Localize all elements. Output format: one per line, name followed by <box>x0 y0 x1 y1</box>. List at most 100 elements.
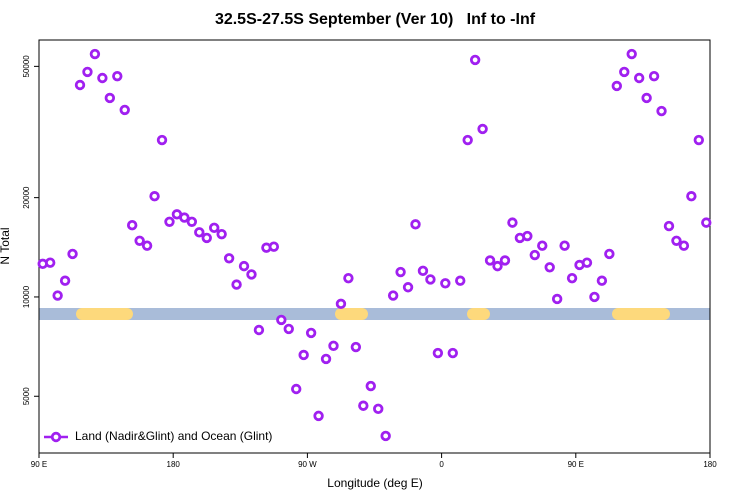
point <box>484 255 496 266</box>
point <box>604 248 615 260</box>
point <box>231 279 242 290</box>
point <box>686 191 697 202</box>
y-tick-label: 50000 <box>22 55 31 78</box>
point <box>104 92 116 104</box>
point <box>656 105 667 117</box>
point <box>246 269 257 280</box>
point <box>544 262 555 273</box>
point <box>410 219 421 230</box>
point <box>201 232 212 244</box>
point <box>74 79 86 91</box>
point <box>492 260 503 272</box>
point <box>551 293 563 305</box>
point <box>507 217 518 228</box>
point <box>395 266 406 278</box>
point <box>358 400 369 411</box>
point <box>320 353 332 365</box>
point <box>373 403 384 415</box>
point <box>402 282 414 293</box>
point <box>194 227 205 238</box>
ocean-band <box>39 308 710 320</box>
point <box>671 235 682 246</box>
point <box>619 66 630 78</box>
point <box>678 240 690 251</box>
point <box>447 347 458 359</box>
point <box>611 80 623 92</box>
point <box>701 217 712 228</box>
point <box>67 248 78 260</box>
point <box>663 220 675 232</box>
land-band <box>467 308 490 320</box>
point <box>522 230 533 242</box>
point <box>626 48 637 60</box>
plot-frame <box>38 39 711 454</box>
point <box>350 341 362 353</box>
point <box>633 72 645 84</box>
point <box>566 272 578 284</box>
point <box>52 290 63 301</box>
point <box>276 314 287 326</box>
point <box>537 240 548 251</box>
point <box>186 216 198 227</box>
point <box>291 383 302 395</box>
point <box>141 240 153 251</box>
point <box>499 255 511 266</box>
point <box>425 274 436 285</box>
land-ocean-strip <box>39 308 710 320</box>
point <box>455 275 466 286</box>
x-tick-label: 90 E <box>568 460 584 469</box>
point <box>335 298 347 310</box>
land-band <box>76 308 133 320</box>
x-tick-label: 180 <box>167 460 181 469</box>
x-tick-label: 90 E <box>31 460 47 469</box>
y-tick-label: 10000 <box>22 285 31 308</box>
y-tick-label: 20000 <box>22 186 31 209</box>
point <box>44 257 56 268</box>
point <box>469 54 481 66</box>
point <box>343 272 354 284</box>
point <box>298 349 309 361</box>
point <box>82 66 93 78</box>
point <box>305 327 317 339</box>
point <box>477 123 488 135</box>
x-tick-label: 180 <box>703 460 717 469</box>
point <box>268 241 280 252</box>
point <box>283 323 294 335</box>
x-tick-label: 0 <box>439 460 444 469</box>
point <box>253 324 265 336</box>
land-band <box>612 308 670 320</box>
point <box>149 191 160 202</box>
point <box>432 347 444 359</box>
point <box>112 70 123 82</box>
y-axis-label: N Total <box>0 227 12 264</box>
y-tick-label: 5000 <box>22 387 31 405</box>
point <box>365 380 376 392</box>
point <box>693 134 705 146</box>
point <box>417 265 429 277</box>
point <box>328 340 339 352</box>
point <box>134 235 145 246</box>
x-tick-label: 90 W <box>298 460 317 469</box>
point <box>209 222 220 234</box>
point <box>97 72 108 84</box>
point <box>648 70 660 82</box>
land-band <box>335 308 368 320</box>
point <box>559 240 570 251</box>
point <box>440 278 451 289</box>
legend-label: Land (Nadir&Glint) and Ocean (Glint) <box>75 429 272 443</box>
point <box>581 257 593 268</box>
chart-title: 32.5S-27.5S September (Ver 10) Inf to -I… <box>215 11 536 28</box>
point <box>156 134 168 146</box>
point <box>641 92 652 104</box>
point <box>59 275 71 286</box>
point <box>596 275 608 286</box>
point <box>462 134 473 146</box>
x-axis-label: Longitude (deg E) <box>327 476 422 490</box>
point <box>387 290 399 301</box>
point <box>313 410 324 422</box>
point <box>380 430 391 442</box>
point <box>89 48 101 60</box>
point <box>179 212 190 223</box>
